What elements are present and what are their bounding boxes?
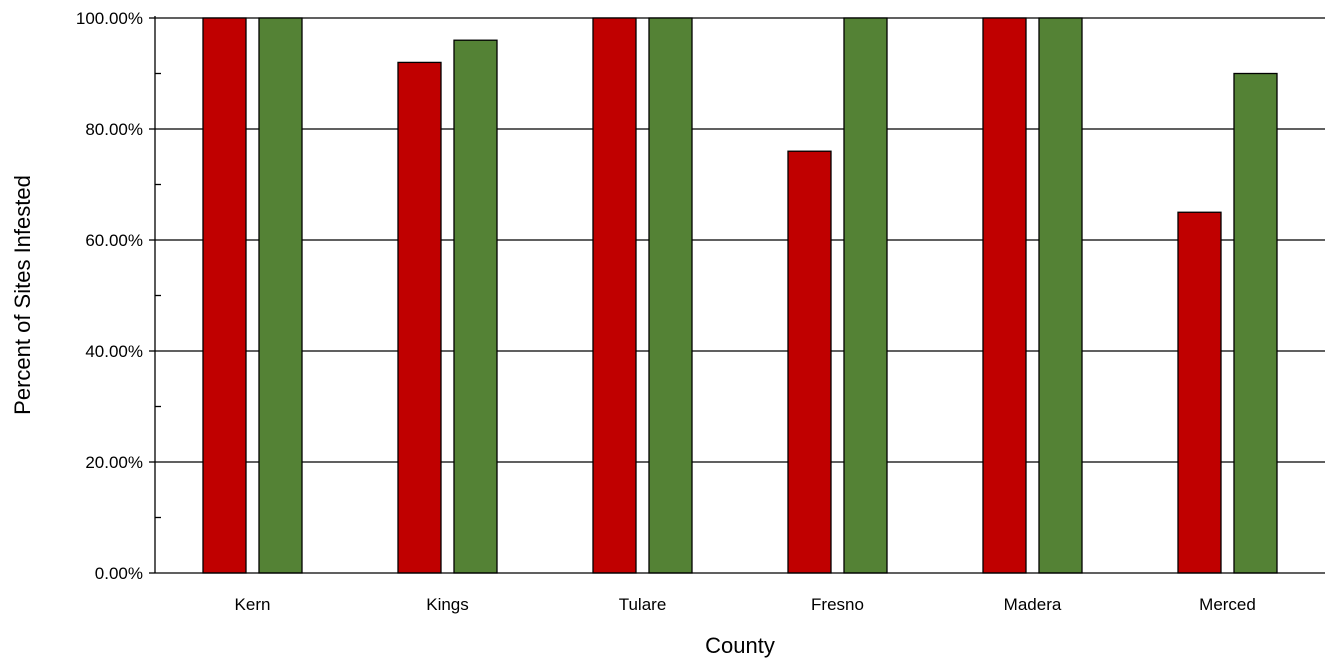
x-tick-label: Kings xyxy=(426,595,469,614)
x-tick-label: Merced xyxy=(1199,595,1256,614)
y-tick-label: 20.00% xyxy=(85,453,143,472)
bar-kings-series-2 xyxy=(453,39,498,574)
bar-fresno-series-1 xyxy=(787,150,832,574)
bar-merced-series-1 xyxy=(1177,211,1222,574)
bar-fresno-series-2 xyxy=(843,17,888,574)
x-tick-label: Kern xyxy=(235,595,271,614)
bar-kern-series-2 xyxy=(258,17,303,574)
y-tick-label: 60.00% xyxy=(85,231,143,250)
y-tick-label: 40.00% xyxy=(85,342,143,361)
bar-kern-series-1 xyxy=(202,17,247,574)
bar-madera-series-1 xyxy=(982,17,1027,574)
gridlines xyxy=(155,17,1325,463)
y-tick-labels: 0.00% 20.00% 40.00% 60.00% 80.00% 100.00% xyxy=(76,9,143,583)
bar-tulare-series-1 xyxy=(592,17,637,574)
bar-merced-series-2 xyxy=(1233,72,1278,574)
x-tick-label: Madera xyxy=(1004,595,1062,614)
bars xyxy=(202,17,1278,574)
bar-madera-series-2 xyxy=(1038,17,1083,574)
x-tick-label: Fresno xyxy=(811,595,864,614)
bar-kings-series-1 xyxy=(397,61,442,574)
y-tick-label: 0.00% xyxy=(95,564,143,583)
y-tick-label: 80.00% xyxy=(85,120,143,139)
x-tick-labels: Kern Kings Tulare Fresno Madera Merced xyxy=(235,595,1256,614)
y-axis-title: Percent of Sites Infested xyxy=(10,175,35,415)
y-tick-label: 100.00% xyxy=(76,9,143,28)
bar-tulare-series-2 xyxy=(648,17,693,574)
axes xyxy=(149,16,1325,574)
x-tick-label: Tulare xyxy=(619,595,667,614)
x-axis-title: County xyxy=(705,633,775,658)
